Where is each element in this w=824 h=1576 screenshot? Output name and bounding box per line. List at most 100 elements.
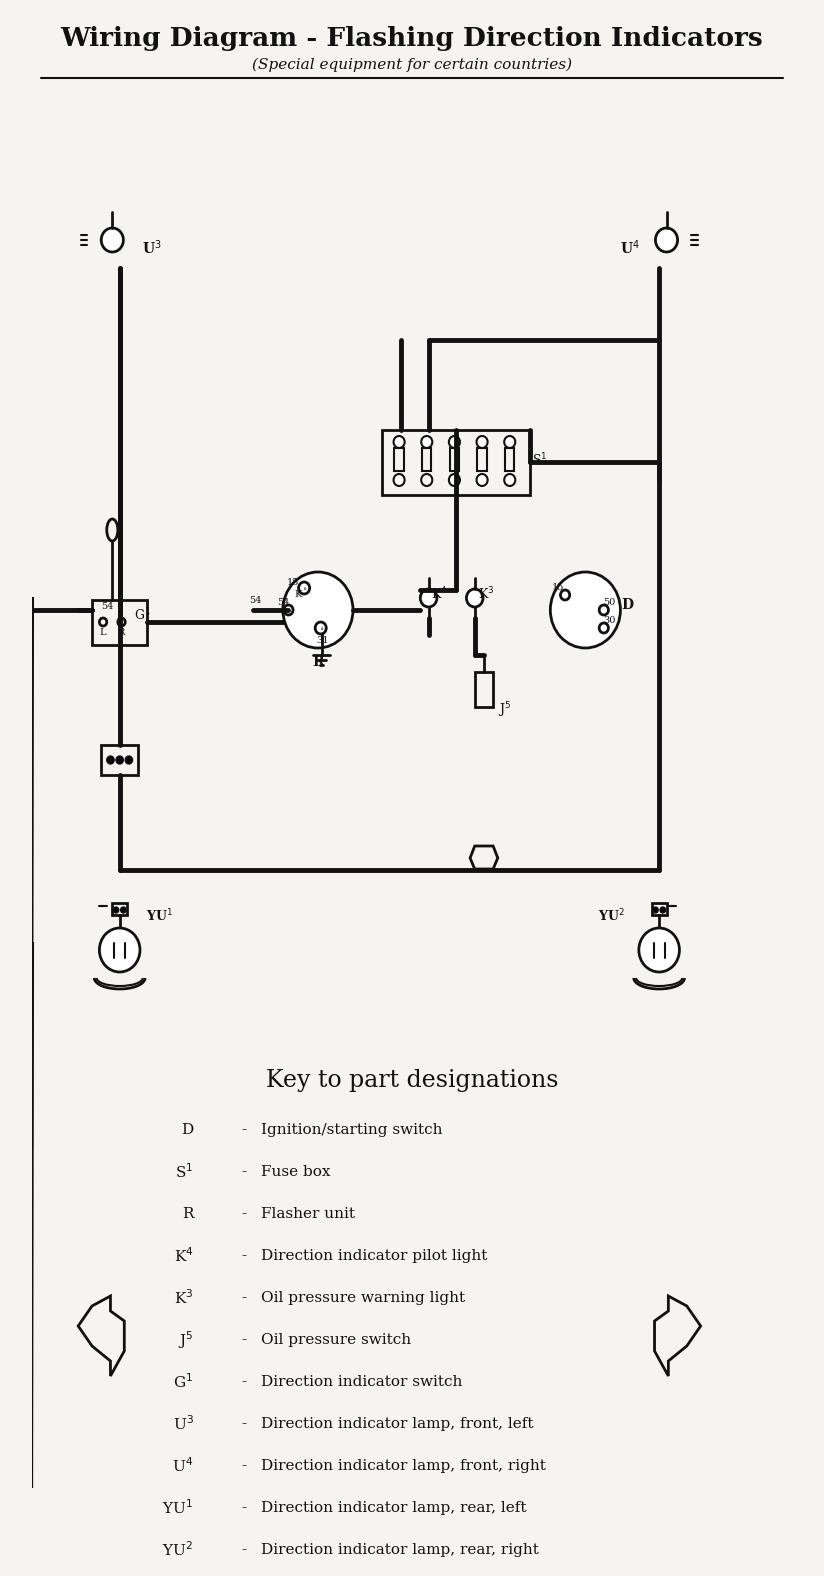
Text: (Special equipment for certain countries): (Special equipment for certain countries… (252, 58, 572, 72)
Circle shape (120, 908, 126, 913)
Text: -: - (241, 1417, 246, 1431)
Text: 31: 31 (316, 635, 329, 645)
Text: K$^4$: K$^4$ (432, 586, 448, 602)
Text: J$^5$: J$^5$ (178, 1329, 194, 1351)
Text: YU$^1$: YU$^1$ (162, 1499, 194, 1518)
Bar (92, 600, 147, 645)
Bar (422, 448, 432, 471)
Text: 54: 54 (277, 597, 289, 607)
Circle shape (504, 474, 515, 485)
Circle shape (283, 572, 353, 648)
Text: Direction indicator lamp, front, left: Direction indicator lamp, front, left (260, 1417, 533, 1431)
Circle shape (315, 623, 326, 634)
Text: -: - (241, 1543, 246, 1557)
Bar (112, 903, 127, 916)
Text: Direction indicator pilot light: Direction indicator pilot light (260, 1250, 487, 1262)
Text: S$^1$: S$^1$ (531, 452, 547, 468)
Ellipse shape (107, 519, 118, 541)
Text: K$^3$: K$^3$ (478, 586, 494, 602)
Text: Key to part designations: Key to part designations (266, 1069, 558, 1092)
Text: R: R (118, 627, 125, 637)
Text: $\circ$: $\circ$ (302, 585, 307, 593)
Circle shape (394, 437, 405, 448)
Circle shape (504, 437, 515, 448)
Circle shape (599, 605, 608, 615)
Circle shape (421, 437, 433, 448)
Circle shape (476, 474, 488, 485)
Text: K$^4$: K$^4$ (174, 1247, 194, 1266)
Text: 54: 54 (249, 596, 261, 605)
Circle shape (125, 756, 133, 764)
Text: G$^1$: G$^1$ (173, 1373, 194, 1392)
Circle shape (560, 589, 569, 600)
Text: J$^5$: J$^5$ (498, 700, 511, 720)
Text: L: L (100, 627, 106, 637)
Circle shape (660, 908, 666, 913)
Text: YU$^1$: YU$^1$ (146, 908, 173, 924)
Circle shape (653, 908, 658, 913)
Text: U$^4$: U$^4$ (620, 238, 639, 257)
Circle shape (421, 474, 433, 485)
Text: Direction indicator lamp, rear, left: Direction indicator lamp, rear, left (260, 1500, 527, 1515)
Text: Ignition/starting switch: Ignition/starting switch (260, 1124, 442, 1136)
Text: Fuse box: Fuse box (260, 1165, 330, 1179)
Circle shape (100, 928, 140, 972)
Circle shape (449, 474, 460, 485)
Bar (505, 448, 514, 471)
Circle shape (476, 437, 488, 448)
Circle shape (101, 229, 124, 252)
Text: Direction indicator lamp, front, right: Direction indicator lamp, front, right (260, 1459, 545, 1474)
Text: D: D (181, 1124, 194, 1136)
Circle shape (113, 908, 119, 913)
Text: 54: 54 (101, 602, 114, 610)
Text: G$^1$: G$^1$ (134, 607, 151, 623)
Text: 15: 15 (551, 583, 564, 591)
Text: 15: 15 (287, 577, 299, 586)
Text: -: - (241, 1500, 246, 1515)
Text: U$^3$: U$^3$ (172, 1415, 194, 1433)
Text: Direction indicator lamp, rear, right: Direction indicator lamp, rear, right (260, 1543, 539, 1557)
Text: D: D (620, 597, 633, 611)
Text: K: K (294, 589, 302, 599)
Circle shape (655, 229, 677, 252)
Bar (382, 430, 530, 495)
Text: -: - (241, 1333, 246, 1347)
Circle shape (599, 623, 608, 634)
Text: S$^1$: S$^1$ (176, 1163, 194, 1182)
Circle shape (283, 605, 293, 615)
Circle shape (118, 618, 125, 626)
Bar (475, 671, 493, 708)
Circle shape (466, 589, 483, 607)
Text: Direction indicator switch: Direction indicator switch (260, 1374, 462, 1388)
Text: K$^3$: K$^3$ (174, 1289, 194, 1308)
Circle shape (639, 928, 680, 972)
Text: $\circ$: $\circ$ (319, 624, 325, 632)
Circle shape (449, 437, 460, 448)
Text: U$^3$: U$^3$ (143, 238, 162, 257)
Bar (395, 448, 404, 471)
Circle shape (420, 589, 437, 607)
Bar (652, 903, 667, 916)
Text: Flasher unit: Flasher unit (260, 1207, 355, 1221)
Circle shape (100, 618, 107, 626)
Text: -: - (241, 1250, 246, 1262)
Text: Oil pressure switch: Oil pressure switch (260, 1333, 411, 1347)
Circle shape (116, 756, 124, 764)
Text: YU$^2$: YU$^2$ (598, 908, 625, 924)
Circle shape (107, 756, 115, 764)
Circle shape (298, 582, 310, 594)
Text: U$^4$: U$^4$ (172, 1456, 194, 1475)
Circle shape (550, 572, 620, 648)
Text: 50: 50 (603, 597, 616, 607)
Bar (450, 448, 459, 471)
Bar (477, 448, 487, 471)
Bar (101, 745, 138, 775)
Text: -: - (241, 1207, 246, 1221)
Text: -: - (241, 1165, 246, 1179)
Text: Wiring Diagram - Flashing Direction Indicators: Wiring Diagram - Flashing Direction Indi… (61, 25, 763, 50)
Text: R: R (312, 656, 324, 668)
Text: 30: 30 (603, 616, 616, 624)
Text: YU$^2$: YU$^2$ (162, 1541, 194, 1559)
Circle shape (394, 474, 405, 485)
Text: -: - (241, 1124, 246, 1136)
